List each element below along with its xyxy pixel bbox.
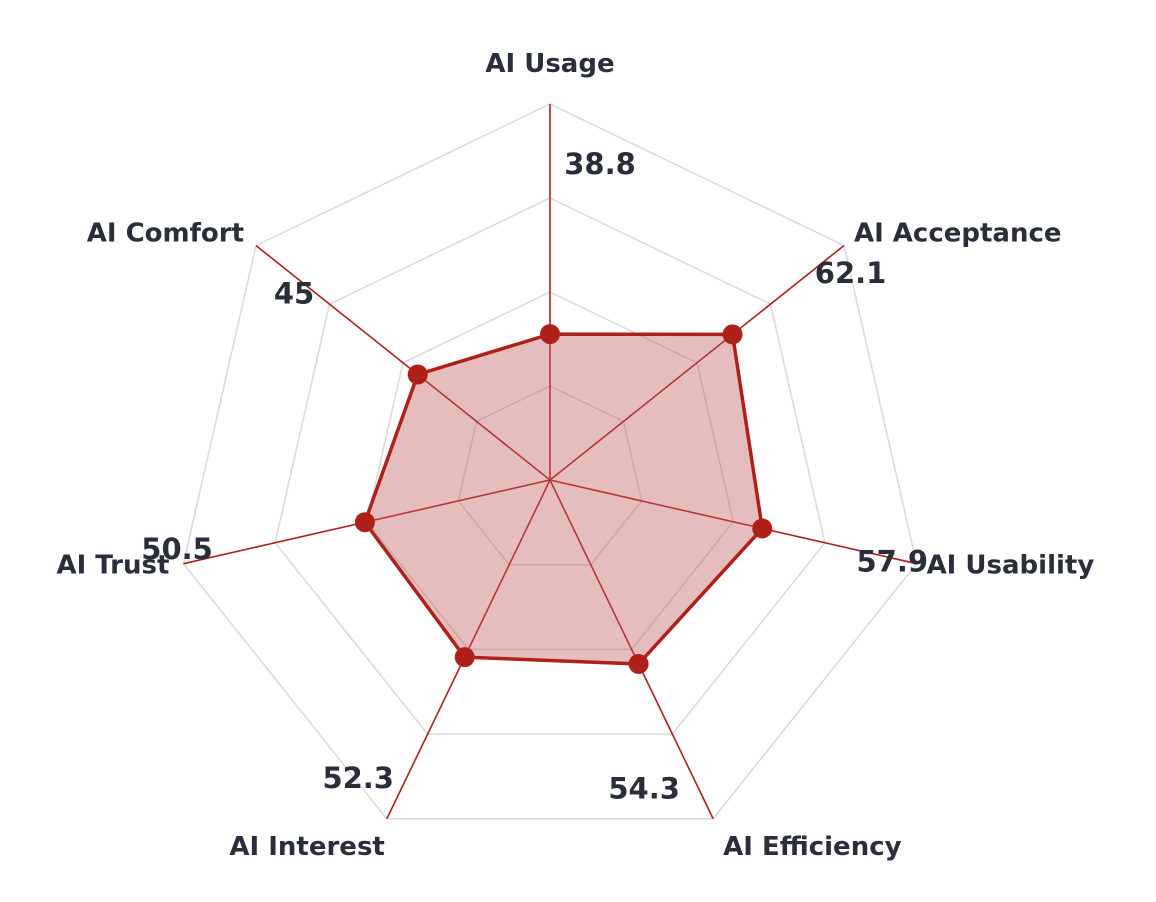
value-label-ai-usage: 38.8 bbox=[564, 147, 636, 181]
data-point-ai-acceptance[interactable] bbox=[722, 324, 743, 345]
axis-label-ai-interest: AI Interest bbox=[229, 832, 384, 862]
grid-ring-4 bbox=[182, 103, 918, 820]
grid-ring-3 bbox=[274, 197, 826, 735]
data-point-ai-trust[interactable] bbox=[354, 512, 375, 533]
spoke-ai-usability bbox=[549, 479, 917, 565]
axis-label-ai-trust: AI Trust bbox=[56, 551, 169, 581]
value-label-ai-acceptance: 62.1 bbox=[815, 256, 887, 290]
data-point-ai-usage[interactable] bbox=[540, 324, 560, 345]
grid-layer bbox=[182, 103, 918, 820]
data-point-ai-interest[interactable] bbox=[454, 647, 475, 668]
value-label-ai-interest: 52.3 bbox=[322, 761, 394, 795]
axis-label-ai-comfort: AI Comfort bbox=[87, 219, 244, 249]
data-point-ai-usability[interactable] bbox=[752, 518, 773, 539]
axis-label-ai-acceptance: AI Acceptance bbox=[854, 219, 1062, 249]
data-point-ai-comfort[interactable] bbox=[407, 364, 428, 385]
series-layer bbox=[354, 324, 773, 674]
value-label-ai-comfort: 45 bbox=[274, 276, 314, 310]
grid-ring-2 bbox=[365, 291, 735, 651]
label-layer: AI Usage AI Acceptance AI Usability AI Effi… bbox=[56, 49, 1094, 862]
value-label-ai-efficiency: 54.3 bbox=[608, 771, 680, 805]
spoke-ai-comfort bbox=[255, 244, 551, 481]
spoke-ai-acceptance bbox=[549, 244, 845, 481]
value-label-ai-usability: 57.9 bbox=[856, 544, 928, 578]
data-point-ai-efficiency[interactable] bbox=[628, 653, 649, 674]
value-label-ai-trust: 50.5 bbox=[141, 532, 213, 566]
axis-label-ai-efficiency: AI Efficiency bbox=[723, 832, 901, 862]
spoke-ai-efficiency bbox=[549, 479, 714, 820]
axis-label-ai-usability: AI Usability bbox=[927, 551, 1095, 581]
axis-label-ai-usage: AI Usage bbox=[485, 49, 614, 79]
series-area bbox=[363, 332, 764, 666]
grid-ring-1 bbox=[457, 385, 643, 566]
